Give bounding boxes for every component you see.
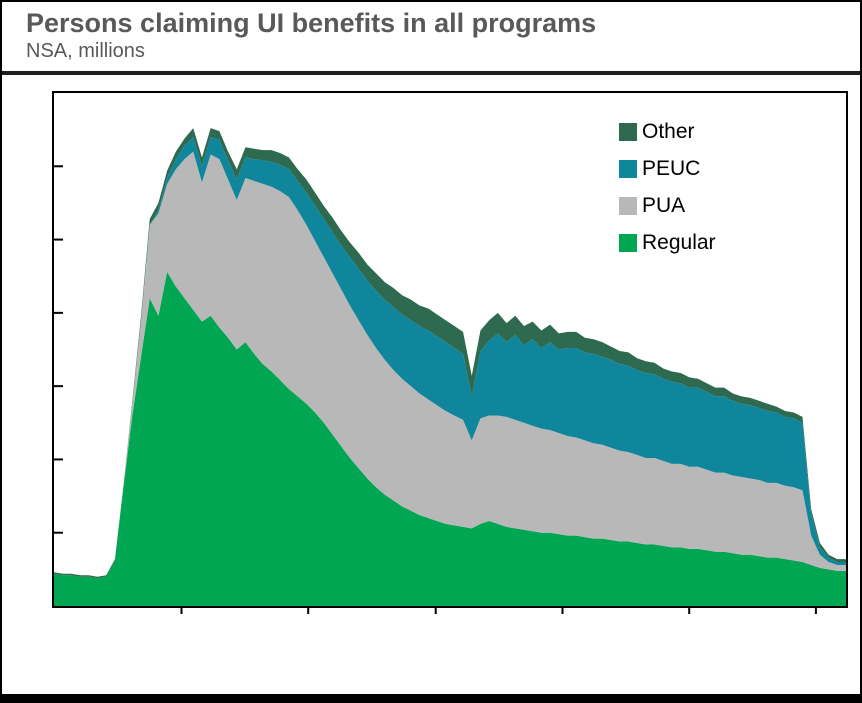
legend-swatch-pua [619,197,637,215]
legend-item-other: Other [619,119,716,145]
chart-title: Persons claiming UI benefits in all prog… [26,8,597,38]
legend-swatch-other [619,123,637,141]
chart-legend: Other PEUC PUA Regular [619,119,716,256]
legend-label-peuc: PEUC [642,157,701,180]
plot-frame: Other PEUC PUA Regular [52,91,848,614]
legend-label-regular: Regular [642,231,716,254]
legend-label-other: Other [642,120,695,143]
legend-swatch-regular [619,234,637,252]
area-series-pua [54,151,846,579]
title-divider [2,71,860,75]
legend-item-pua: PUA [619,193,716,219]
area-series-peuc [54,136,846,579]
chart-subtitle: NSA, millions [26,40,145,62]
stacked-area-chart [54,128,846,614]
legend-swatch-peuc [619,160,637,178]
legend-item-peuc: PEUC [619,156,716,182]
area-series-regular [54,271,846,606]
legend-item-regular: Regular [619,230,716,256]
legend-label-pua: PUA [642,194,686,217]
chart-header: Persons claiming UI benefits in all prog… [2,2,860,64]
